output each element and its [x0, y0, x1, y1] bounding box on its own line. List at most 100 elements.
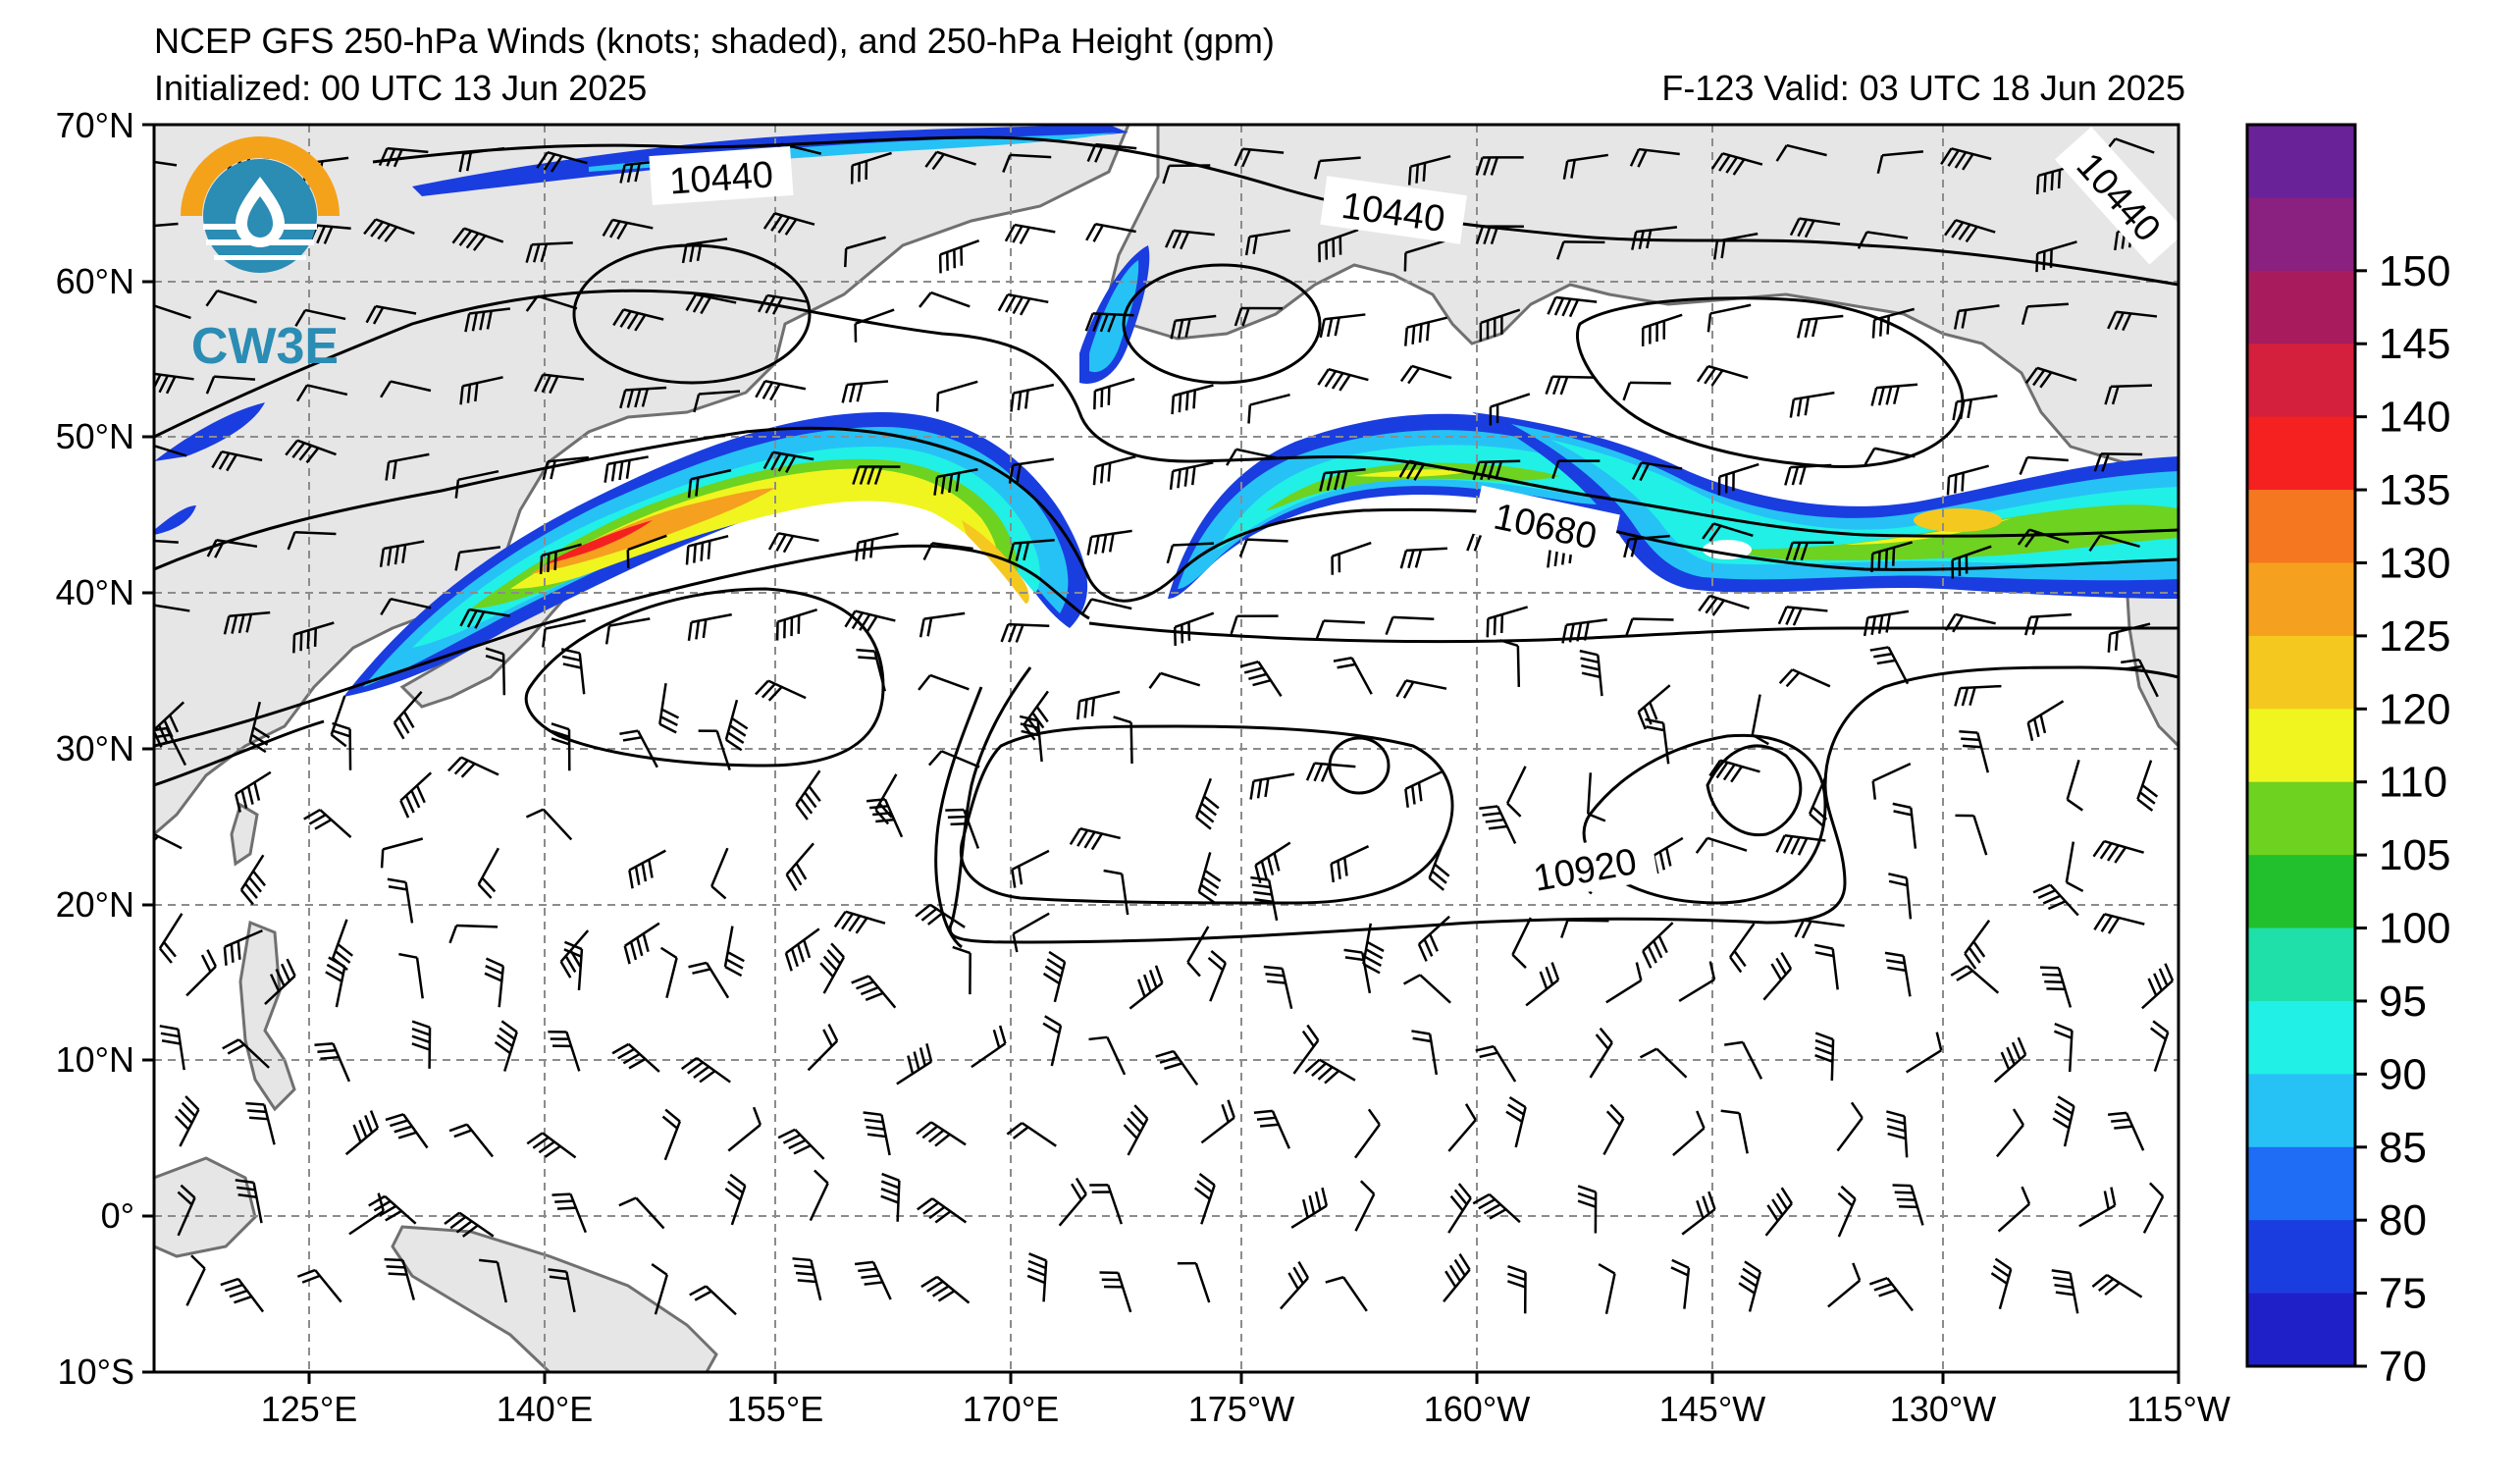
wind-barb [1343, 948, 1372, 994]
wind-barb [1869, 646, 1910, 685]
wind-barb [1315, 619, 1365, 639]
wind-barb [628, 849, 666, 889]
wind-barb [792, 1257, 822, 1301]
wind-barb [1708, 759, 1760, 783]
wind-barb [1864, 447, 1916, 465]
wind-barb [604, 455, 649, 483]
wind-barb [2039, 966, 2073, 1008]
wind-barb [1428, 839, 1450, 891]
land-taiwan [230, 802, 259, 867]
wind-barb [866, 798, 904, 838]
wind-barb [1587, 772, 1606, 822]
wind-barb [1026, 1252, 1048, 1302]
wind-barb [1402, 974, 1451, 1004]
wind-barb [1086, 142, 1137, 163]
wind-barb [784, 927, 820, 972]
wind-barb [2141, 963, 2175, 1010]
wind-barb [1827, 1262, 1862, 1308]
wind-barb [2091, 1273, 2143, 1298]
wind-barb [924, 150, 976, 171]
wind-barb [724, 699, 749, 752]
wind-barb [2035, 240, 2077, 273]
wind-barb [235, 1179, 263, 1224]
wind-barb [451, 227, 504, 251]
wind-barb [1333, 657, 1373, 695]
wind-barb [1305, 762, 1356, 782]
colorbar-frame [2245, 123, 2357, 1368]
wind-barb [154, 539, 179, 544]
wind-barb [348, 1192, 385, 1236]
wind-barb [1319, 467, 1366, 492]
colorbar-segment [2247, 1074, 2355, 1148]
wind-barb [1710, 152, 1763, 176]
wind-barb [1008, 539, 1055, 562]
colorbar-segment [2247, 197, 2355, 272]
colorbar-tick-label: 110 [2379, 759, 2447, 807]
wind-barb [1602, 1103, 1625, 1156]
lat-label: 10°N [56, 1039, 134, 1080]
wind-barb [296, 1268, 342, 1303]
wind-barb [464, 307, 511, 333]
wind-barb [1751, 694, 1769, 746]
wind-barb [2021, 302, 2069, 326]
wind-barb [525, 808, 573, 841]
wind-barb [1155, 1049, 1199, 1086]
wind-barb [1354, 1180, 1376, 1232]
wind-barb [1200, 1099, 1235, 1144]
wind-barb [1230, 614, 1279, 635]
wind-barb [1870, 541, 1913, 572]
wind-barb [1318, 229, 1359, 263]
wind-barb [1404, 769, 1444, 808]
wind-barb [479, 1258, 507, 1303]
colorbar-segment [2247, 855, 2355, 929]
wind-barb [1173, 611, 1215, 646]
wind-barb [525, 294, 578, 312]
colorbar-tick-label: 140 [2379, 394, 2450, 442]
colorbar-segment [2247, 125, 2355, 198]
wind-barb [651, 1263, 668, 1315]
lat-label: 50°N [56, 416, 134, 456]
wind-barb [2136, 760, 2159, 812]
wind-barb [626, 534, 667, 569]
wind-barb [1207, 949, 1228, 1002]
colorbar-tick-label: 85 [2379, 1124, 2427, 1172]
wind-barb [185, 1254, 206, 1306]
wind-barb [1247, 393, 1290, 424]
wind-barb [485, 647, 506, 696]
jet-east-pacific [1472, 412, 2179, 599]
wind-barb [1672, 1110, 1706, 1157]
wind-barb [1170, 314, 1217, 340]
wind-barb [2088, 534, 2140, 552]
wind-barb [177, 1184, 196, 1237]
wind-barb [1486, 606, 1529, 638]
wind-barb [292, 621, 335, 654]
wind-barb [2066, 760, 2083, 812]
wind-barb [1103, 869, 1129, 916]
colorbar-segment [2247, 270, 2355, 344]
wind-barb [494, 1020, 518, 1072]
wind-barb [223, 610, 271, 635]
wind-barb [330, 695, 347, 748]
wind-barb [1561, 618, 1607, 644]
wind-barb [971, 1025, 1007, 1069]
wind-barb [1249, 772, 1295, 800]
wind-barb [918, 673, 970, 691]
wind-barb [618, 1196, 665, 1230]
wind-barb [205, 375, 256, 395]
wind-barb [896, 1042, 933, 1086]
wind-barb [2023, 612, 2073, 636]
wind-shading [154, 125, 2179, 697]
wind-barb [379, 540, 425, 567]
wind-barb [1010, 383, 1055, 412]
wind-barb [1234, 306, 1283, 327]
wind-barb [833, 910, 886, 934]
lon-axis-labels: 125°E 140°E 155°E 170°E 175°W 160°W 145°… [261, 1389, 2231, 1429]
lat-axis-labels: 70°N 60°N 50°N 40°N 30°N 20°N 10°N 0° 10… [56, 105, 134, 1392]
wind-barb [1797, 314, 1844, 339]
wind-barb [1292, 1024, 1320, 1075]
wind-barb [933, 468, 978, 496]
colorbar: 70 75 80 85 90 95 100 105 110 120 125 130 135 140 145 1… [2245, 123, 2450, 1391]
wind-barb [1892, 802, 1917, 849]
wind-barb [1093, 377, 1135, 410]
wind-barb [1639, 1047, 1688, 1079]
